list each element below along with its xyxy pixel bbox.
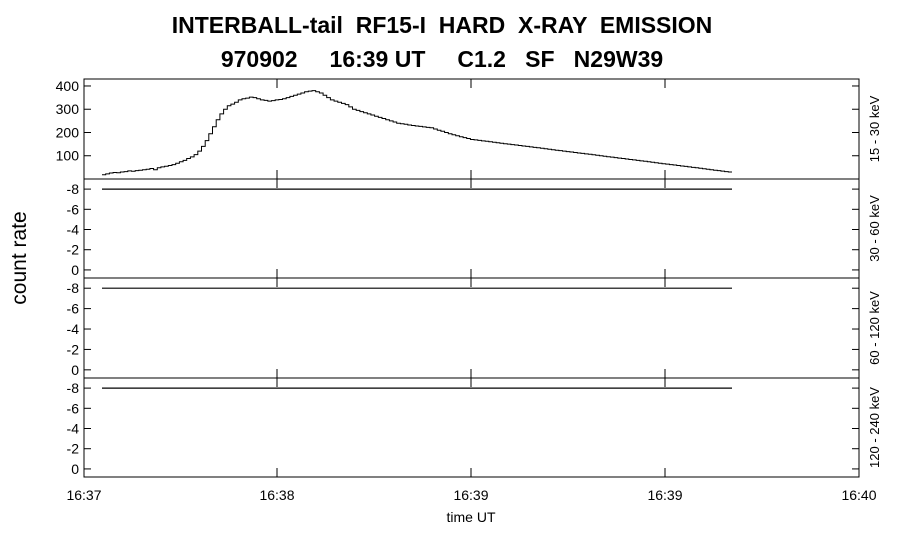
x-tick-label: 16:40 (841, 487, 876, 503)
y-tick-label: 300 (56, 101, 80, 117)
y-tick-label: -4 (67, 421, 80, 437)
panel-frame (83, 377, 860, 478)
x-tick-label: 16:38 (259, 487, 294, 503)
x-tick-label: 16:39 (647, 487, 682, 503)
channel-label: 60 - 120 keV (867, 291, 882, 365)
x-axis-label: time UT (447, 509, 496, 525)
y-tick-label: 400 (56, 78, 80, 94)
y-tick-label: -6 (67, 301, 80, 317)
channel-label: 30 - 60 keV (867, 195, 882, 262)
y-tick-label: -8 (67, 181, 80, 197)
x-tick-label: 16:39 (453, 487, 488, 503)
y-tick-label: 0 (71, 262, 79, 278)
y-axis-label: count rate (8, 211, 31, 304)
y-tick-label: 0 (71, 461, 79, 477)
y-tick-label: 100 (56, 148, 80, 164)
channel-label: 15 - 30 keV (867, 95, 882, 162)
panel-frame (83, 178, 860, 279)
x-tick-label: 16:37 (66, 487, 101, 503)
y-tick-label: -2 (67, 341, 80, 357)
y-tick-label: -2 (67, 441, 80, 457)
y-tick-label: 0 (71, 362, 79, 378)
y-tick-label: -8 (67, 280, 80, 296)
y-tick-label: -2 (67, 242, 80, 258)
y-tick-label: -8 (67, 380, 80, 396)
channel-label: 120 - 240 keV (867, 387, 882, 468)
chart-subtitle: 970902 16:39 UT C1.2 SF N29W39 (220, 46, 664, 72)
y-tick-label: -4 (67, 321, 80, 337)
y-tick-label: -4 (67, 222, 80, 238)
chart-title: INTERBALL-tail RF15-I HARD X-RAY EMISSIO… (171, 12, 713, 38)
panel-frame (83, 78, 860, 180)
y-tick-label: 200 (56, 124, 80, 140)
y-tick-label: -6 (67, 400, 80, 416)
panel-frame (83, 277, 860, 379)
y-tick-label: -6 (67, 201, 80, 217)
series-line (102, 90, 732, 176)
